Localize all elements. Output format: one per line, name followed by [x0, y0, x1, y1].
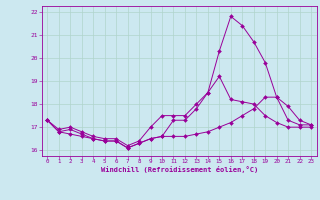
X-axis label: Windchill (Refroidissement éolien,°C): Windchill (Refroidissement éolien,°C) — [100, 166, 258, 173]
